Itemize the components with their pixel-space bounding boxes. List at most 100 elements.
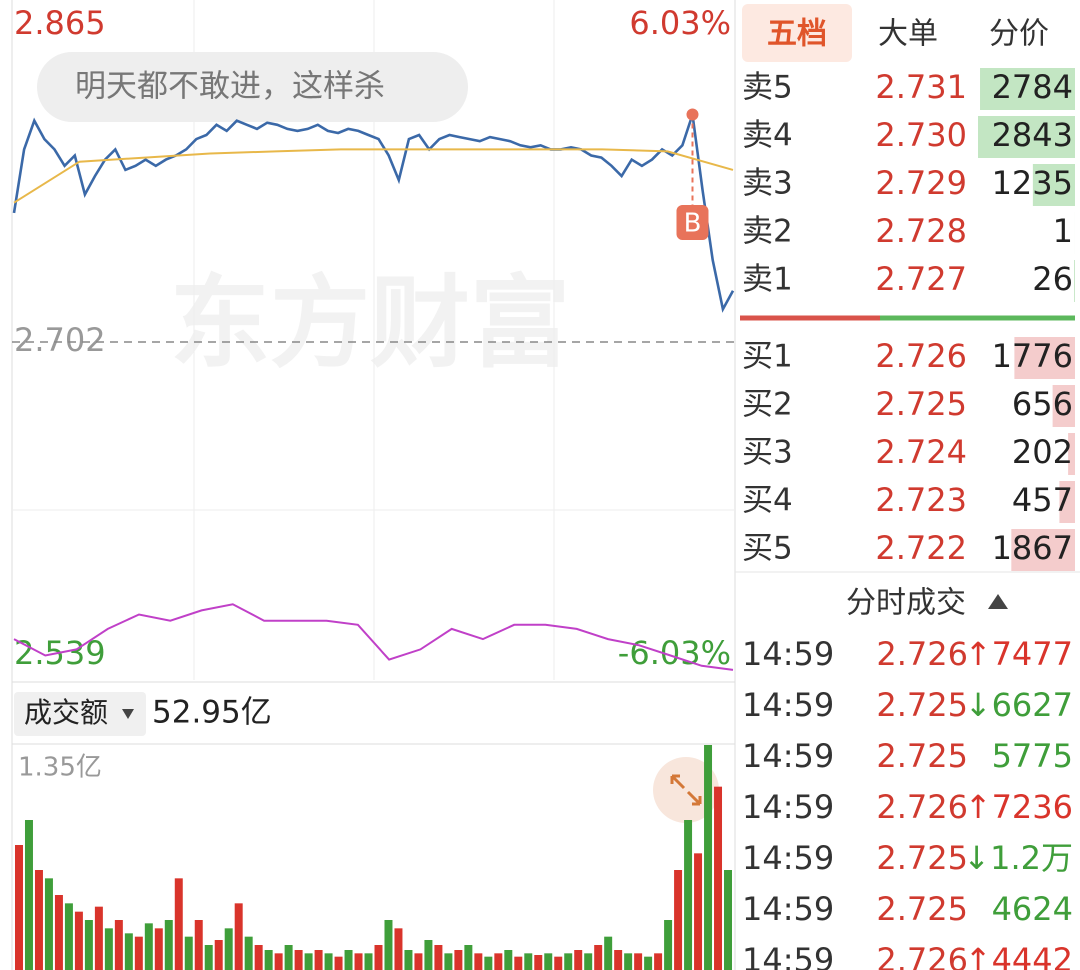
tab-active[interactable] xyxy=(742,4,852,62)
level-label: 卖4 xyxy=(742,118,793,154)
trade-volume: ↓1.2万 xyxy=(963,839,1073,877)
trade-volume-value: 5775 xyxy=(992,737,1073,775)
volume-bar xyxy=(94,906,103,970)
level-price: 2.724 xyxy=(875,433,967,471)
expand-icon xyxy=(670,774,702,806)
volume-bar xyxy=(204,945,213,970)
volume-tick-label: 1.35亿 xyxy=(18,753,102,783)
volume-bar xyxy=(294,950,303,970)
volume-bar xyxy=(314,950,323,970)
volume-bar xyxy=(504,950,513,970)
level-volume: 1235 xyxy=(992,164,1073,202)
volume-bar xyxy=(484,956,493,970)
volume-bar xyxy=(544,953,553,970)
trade-price: 2.725 xyxy=(876,686,968,724)
volume-bar xyxy=(514,956,523,970)
level-price: 2.730 xyxy=(875,116,967,154)
volume-bar xyxy=(354,953,363,970)
volume-bar xyxy=(134,936,143,970)
volume-bar xyxy=(64,903,73,970)
level-price: 2.725 xyxy=(875,385,967,423)
volume-bar xyxy=(394,928,403,970)
volume-bar xyxy=(15,845,23,970)
tab[interactable]: 分价 xyxy=(989,17,1049,52)
trade-arrow: ↑ xyxy=(965,788,992,826)
level-volume: 1867 xyxy=(992,529,1073,567)
y2-tick-label: 6.03% xyxy=(629,4,731,42)
volume-bar xyxy=(714,786,723,970)
volume-bar xyxy=(464,945,473,970)
volume-bar xyxy=(454,950,463,970)
expand-button[interactable] xyxy=(653,757,719,823)
level-price: 2.727 xyxy=(875,260,967,298)
level-price: 2.723 xyxy=(875,481,967,519)
volume-bar xyxy=(554,956,563,970)
trade-volume-value: 4624 xyxy=(992,890,1073,928)
volume-bar xyxy=(694,853,703,970)
trade-time: 14:59 xyxy=(742,788,834,826)
depth-bar xyxy=(1032,164,1075,206)
depth-bar xyxy=(980,68,1075,110)
volume-bar xyxy=(124,933,133,970)
volume-bar xyxy=(334,956,343,970)
volume-bar xyxy=(344,950,353,970)
volume-bar xyxy=(404,950,413,970)
trades-title[interactable]: 分时成交 xyxy=(846,586,966,621)
volume-bar xyxy=(74,911,83,970)
level-label: 卖3 xyxy=(742,166,793,202)
volume-bar xyxy=(174,878,183,970)
volume-bar xyxy=(184,936,193,970)
metric: 成交额 xyxy=(24,696,108,729)
watermark: 东方财富 xyxy=(170,264,570,381)
volume-bar xyxy=(194,920,203,970)
volume-bar xyxy=(594,945,603,970)
trade-arrow: ↓ xyxy=(965,686,992,724)
depth-bar xyxy=(1014,337,1075,379)
series-line xyxy=(13,603,734,671)
level-volume: 2843 xyxy=(992,116,1073,154)
trade-arrow: ↑ xyxy=(965,635,992,673)
y2-tick-label: -6.03% xyxy=(618,634,731,672)
bubble-text: 明天都不敢进，这样杀 xyxy=(75,69,385,105)
trade-volume: ↑4442 xyxy=(965,941,1073,970)
trade-time: 14:59 xyxy=(742,839,834,877)
bubble[interactable] xyxy=(37,52,468,122)
level-label: 买2 xyxy=(742,387,793,423)
volume-bar xyxy=(614,950,623,970)
tab[interactable]: 五档 xyxy=(767,17,827,52)
trade-time: 14:59 xyxy=(742,737,834,775)
dropdown-icon xyxy=(122,709,134,719)
volume-bar xyxy=(114,920,123,970)
level-label: 买3 xyxy=(742,435,793,471)
y-tick-label: 2.702 xyxy=(14,321,106,359)
marker-label: B xyxy=(684,209,702,239)
volume-bar xyxy=(304,953,313,970)
volume-bar xyxy=(234,903,243,970)
tab[interactable]: 大单 xyxy=(878,17,938,52)
trade-volume: ↑7477 xyxy=(965,635,1073,673)
metric-select[interactable] xyxy=(14,692,146,736)
volume-bar xyxy=(534,955,543,970)
trade-volume: ↓6627 xyxy=(965,686,1073,724)
volume-bar xyxy=(664,920,673,970)
sort-icon xyxy=(988,594,1008,609)
level-price: 2.726 xyxy=(875,337,967,375)
level-label: 买1 xyxy=(742,339,793,375)
volume-bar xyxy=(254,945,263,970)
volume-bar xyxy=(144,923,153,970)
trade-volume-value: 1.2万 xyxy=(990,839,1073,877)
level-volume: 656 xyxy=(1012,385,1073,423)
volume-bar xyxy=(564,953,573,970)
trade-time: 14:59 xyxy=(742,635,834,673)
volume-bar xyxy=(374,945,383,970)
level-label: 卖5 xyxy=(742,70,793,106)
trade-volume-value: 7236 xyxy=(992,788,1073,826)
volume-bar xyxy=(34,870,43,970)
volume-bar xyxy=(474,953,483,970)
volume-bar xyxy=(434,945,443,970)
level-volume: 26 xyxy=(1032,260,1073,298)
series-line xyxy=(13,148,734,204)
metric-total: 52.95亿 xyxy=(152,695,272,731)
trade-volume-value: 6627 xyxy=(992,686,1073,724)
